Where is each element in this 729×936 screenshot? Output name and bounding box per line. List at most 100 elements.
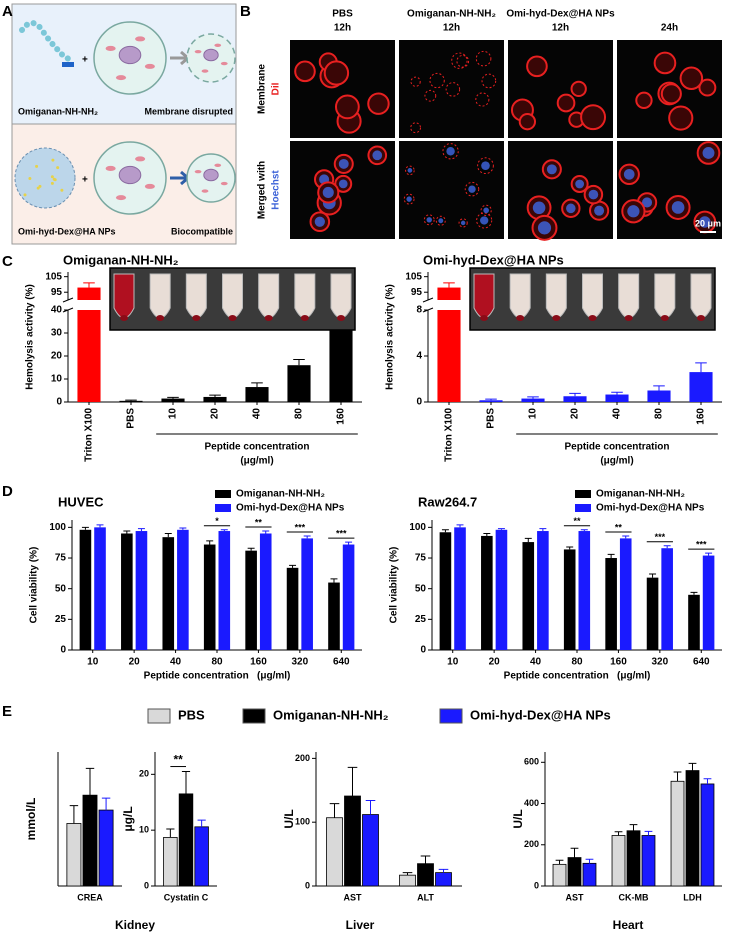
cell-nucleus [118,45,142,65]
x-tick-label: 10 [168,408,179,420]
x-axis-label: (μg/ml) [240,456,273,467]
error-bar [441,529,449,533]
error-bar [402,872,413,876]
bar [481,535,493,650]
error-bar [181,771,191,794]
bar [245,387,269,402]
cell-stain [423,214,435,226]
error-bar [443,282,455,288]
y-tick-label: 20 [139,769,149,779]
nucleus-stain [426,217,432,223]
error-bar [485,398,497,401]
x-axis-label: Peptide concentration [204,442,309,453]
bar [700,783,715,887]
np-dot [28,177,32,181]
error-bar [438,868,449,873]
nucleus-stain [481,161,490,171]
significance-label: ** [255,517,263,527]
bar [286,567,299,650]
legend-label: PBS [178,707,205,722]
bar [301,538,313,650]
cell-stain [456,54,470,68]
bar [567,857,582,887]
pellet [337,315,345,321]
x-tick-label: 10 [87,657,99,668]
bar [66,823,82,887]
cell-stain [476,212,493,229]
legend-swatch [215,504,231,512]
bar [399,874,416,887]
bar [121,533,133,650]
cell-stain [477,157,494,175]
label: Omiganan-NH-NH₂ [18,106,98,116]
legend-label: Omi-hyd-Dex@HA NPs [236,503,345,514]
bar [362,814,379,887]
x-tick-label: Triton X100 [84,408,95,462]
bar [161,398,185,402]
x-tick-label: 80 [294,408,305,420]
y-tick-label: 20 [51,351,63,362]
bar [702,555,715,650]
cell-stain [653,51,677,75]
nucleus-stain [372,150,383,161]
bar [328,582,340,650]
cell-stain [518,113,537,131]
pellet [516,315,525,321]
significance-label: ** [174,753,184,767]
bar [77,310,101,402]
bar [119,400,143,402]
y-tick-label: 10 [51,374,63,385]
bar [647,390,671,402]
organelle [135,36,146,42]
error-bar [166,828,175,838]
x-tick-label: 10 [447,657,459,668]
cell-stain [556,93,576,113]
y-tick-label: 25 [415,614,427,625]
cell-stain [367,92,390,115]
error-bar [570,847,579,858]
x-tick-label: 80 [571,657,583,668]
pellet [300,315,309,321]
bar [689,372,713,402]
y-tick-label: 10 [139,825,149,835]
bar [437,310,461,402]
bar [417,863,434,887]
y-tick-label: 100 [49,522,66,533]
x-tick-label: 160 [336,408,347,425]
x-tick-label: 640 [693,657,710,668]
bar [661,548,673,650]
cell-stain [323,60,350,86]
error-bar [137,528,145,532]
error-bar [690,591,698,595]
cell-stain [458,218,468,228]
tube [222,273,243,319]
error-bar [614,831,623,836]
y-tick-label: 50 [415,583,427,594]
x-tick-label: 40 [612,408,623,420]
nucleus-stain [671,201,685,214]
error-bar [209,394,221,397]
bar [552,863,567,887]
tube [149,273,171,319]
error-bar [85,767,95,796]
np-dot [53,178,57,182]
tube [473,273,495,319]
panel-label: C [2,253,13,270]
label: Omi-hyd-Dex@HA NPs [18,226,115,236]
x-axis-label: (μg/ml) [600,456,633,467]
legend-swatch [147,708,171,724]
x-axis-label: Peptide concentration (μg/ml) [144,671,291,682]
error-bar [644,830,653,836]
y-tick-label: 0 [420,645,426,656]
error-bar [220,529,228,532]
pellet [264,315,273,321]
x-tick-label: 10 [528,408,539,420]
y-axis-label: Hemolysis activity (%) [25,284,36,390]
bar [94,527,106,650]
np-dot [23,193,27,197]
x-tick-label: Triton X100 [444,408,455,462]
bar [563,396,587,402]
y-tick-label: 105 [45,271,62,282]
error-bar [524,537,532,543]
significance-label: ** [615,522,623,532]
